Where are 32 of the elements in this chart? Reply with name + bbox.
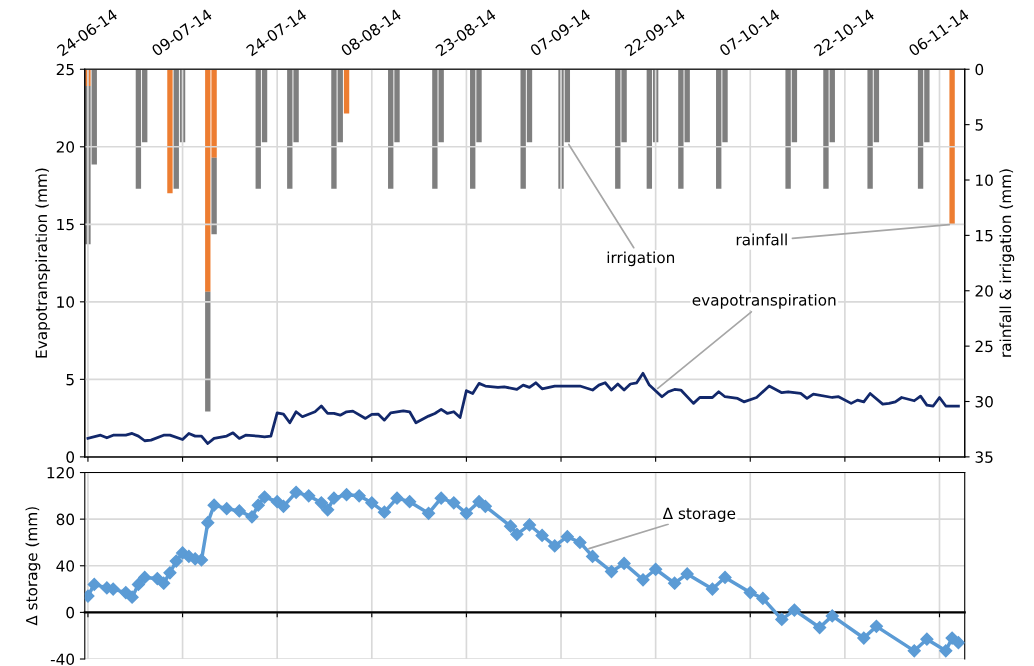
y-tick-label: 120 <box>47 466 75 479</box>
y-tick-label: 10 <box>57 296 75 308</box>
y2-tick-label: 10 <box>976 174 993 187</box>
y-tick-label: 40 <box>56 560 75 572</box>
y-axis-title: Evapotranspiration (mm) <box>35 168 51 358</box>
bar <box>167 69 173 194</box>
y-tick-label: 0 <box>66 606 75 619</box>
y-tick-label: 25 <box>56 63 74 76</box>
y-axis-title: Δ storage (mm) <box>25 507 41 626</box>
y2-tick-label: 20 <box>975 285 993 297</box>
y2-tick-label: 5 <box>975 119 983 131</box>
y-tick-label: 80 <box>56 513 75 526</box>
y2-tick-label: 0 <box>975 63 984 76</box>
bar <box>949 69 955 225</box>
y2-tick-label: 30 <box>975 395 993 408</box>
bar <box>211 157 217 235</box>
bar <box>205 291 211 412</box>
y2-axis-title: rainfall & irrigation (mm) <box>999 169 1015 357</box>
annotation: irrigation <box>607 251 675 267</box>
annotation: evapotranspiration <box>692 293 836 309</box>
y-tick-label: 5 <box>66 374 74 386</box>
y-tick-label: 0 <box>66 451 75 463</box>
y-tick-label: -40 <box>50 653 75 666</box>
annotation: Δ storage <box>662 507 736 523</box>
y2-tick-label: 25 <box>975 340 993 353</box>
y-tick-label: 15 <box>57 218 74 231</box>
bar <box>343 69 350 114</box>
y2-tick-label: 15 <box>976 230 993 242</box>
y2-tick-label: 35 <box>975 451 993 463</box>
annotation: rainfall <box>736 233 787 246</box>
y-tick-label: 20 <box>56 141 75 153</box>
line-series <box>86 371 960 445</box>
